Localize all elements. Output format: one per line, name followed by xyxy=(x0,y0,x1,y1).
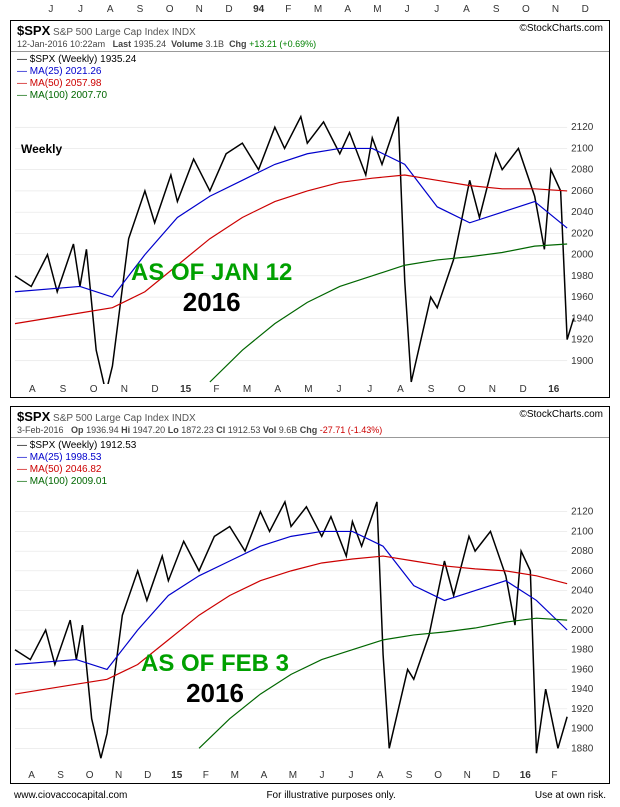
weekly-label: Weekly xyxy=(21,142,62,156)
svg-text:1980: 1980 xyxy=(571,645,594,656)
chart2-desc: S&P 500 Large Cap Index INDX xyxy=(53,413,196,424)
chart1-vol: 3.1B xyxy=(206,39,225,49)
footer-left: www.ciovaccocapital.com xyxy=(14,790,127,801)
footer-mid: For illustrative purposes only. xyxy=(266,790,395,801)
chart2-hi: 1947.20 xyxy=(133,425,166,435)
cl-label: Cl xyxy=(216,425,225,435)
chart2-credit: ©StockCharts.com xyxy=(519,409,603,420)
chart1-desc: S&P 500 Large Cap Index INDX xyxy=(53,27,196,38)
svg-text:2020: 2020 xyxy=(571,605,594,616)
chg-label: Chg xyxy=(300,425,318,435)
svg-text:1960: 1960 xyxy=(571,292,594,303)
chart1-symbol: $SPX xyxy=(17,23,50,38)
chart2-symbol: $SPX xyxy=(17,409,50,424)
hi-label: Hi xyxy=(121,425,130,435)
chart2-cl: 1912.53 xyxy=(228,425,261,435)
last-label: Last xyxy=(113,39,132,49)
chart-feb3: $SPX S&P 500 Large Cap Index INDX ©Stock… xyxy=(10,406,610,784)
svg-text:1940: 1940 xyxy=(571,684,594,695)
svg-text:1900: 1900 xyxy=(571,356,594,367)
svg-text:1940: 1940 xyxy=(571,313,594,324)
figure-frame: JJASOND94FMAMJJASOND $SPX S&P 500 Large … xyxy=(0,0,620,807)
chart1-last: 1935.24 xyxy=(134,39,167,49)
vol-label: Vol xyxy=(263,425,276,435)
chart1-plot: Weekly 1900 1920 1940 1960 1980 2000 2020 2040 2… xyxy=(11,104,609,384)
svg-text:1960: 1960 xyxy=(571,664,594,675)
svg-text:1880: 1880 xyxy=(571,743,594,754)
vol-label: Volume xyxy=(171,39,203,49)
chart1-chg: +13.21 (+0.69%) xyxy=(249,39,316,49)
svg-text:2080: 2080 xyxy=(571,165,594,176)
chart2-op: 1936.94 xyxy=(86,425,119,435)
chart2-chg: -27.71 (-1.43%) xyxy=(320,425,383,435)
op-label: Op xyxy=(71,425,84,435)
chart1-date: 12-Jan-2016 10:22am xyxy=(17,39,105,49)
svg-text:2060: 2060 xyxy=(571,566,594,577)
chart2-header: $SPX S&P 500 Large Cap Index INDX ©Stock… xyxy=(11,407,609,438)
chart2-vol: 9.6B xyxy=(279,425,298,435)
chart1-legend: — $SPX (Weekly) 1935.24— MA(25) 2021.26—… xyxy=(11,52,609,104)
chart1-credit: ©StockCharts.com xyxy=(519,23,603,34)
page-footer: www.ciovaccocapital.com For illustrative… xyxy=(0,784,620,807)
chg-label: Chg xyxy=(229,39,247,49)
svg-text:1900: 1900 xyxy=(571,724,594,735)
svg-text:2100: 2100 xyxy=(571,526,594,537)
svg-text:2060: 2060 xyxy=(571,186,594,197)
top-time-axis: JJASOND94FMAMJJASOND xyxy=(0,0,620,18)
svg-text:2080: 2080 xyxy=(571,546,594,557)
lo-label: Lo xyxy=(168,425,179,435)
chart1-svg: 1900 1920 1940 1960 1980 2000 2020 2040 2060 2080… xyxy=(11,104,609,384)
svg-text:1920: 1920 xyxy=(571,704,594,715)
svg-text:2000: 2000 xyxy=(571,250,594,261)
chart2-statusline: 3-Feb-2016 Op 1936.94 Hi 1947.20 Lo 1872… xyxy=(17,425,603,435)
chart2-svg: 1880 1900 1920 1940 1960 1980 2000 2020 2040 2060… xyxy=(11,490,609,770)
chart1-header: $SPX S&P 500 Large Cap Index INDX ©Stock… xyxy=(11,21,609,52)
chart2-xticks: ASOND15FMAMJJASOND16F xyxy=(11,770,609,783)
chart2-plot: 1880 1900 1920 1940 1960 1980 2000 2020 2040 2060… xyxy=(11,490,609,770)
svg-text:2120: 2120 xyxy=(571,507,594,518)
chart2-date: 3-Feb-2016 xyxy=(17,425,64,435)
svg-text:2040: 2040 xyxy=(571,586,594,597)
svg-text:1920: 1920 xyxy=(571,335,594,346)
chart-jan12: $SPX S&P 500 Large Cap Index INDX ©Stock… xyxy=(10,20,610,398)
svg-text:1980: 1980 xyxy=(571,271,594,282)
svg-text:2020: 2020 xyxy=(571,228,594,239)
footer-right: Use at own risk. xyxy=(535,790,606,801)
svg-text:2120: 2120 xyxy=(571,122,594,133)
chart1-statusline: 12-Jan-2016 10:22am Last 1935.24 Volume … xyxy=(17,39,603,49)
svg-text:2000: 2000 xyxy=(571,625,594,636)
svg-text:2040: 2040 xyxy=(571,207,594,218)
chart2-lo: 1872.23 xyxy=(181,425,214,435)
chart1-xticks: ASOND15FMAMJJASOND16 xyxy=(11,384,609,397)
svg-text:2100: 2100 xyxy=(571,143,594,154)
chart2-legend: — $SPX (Weekly) 1912.53— MA(25) 1998.53—… xyxy=(11,438,609,490)
